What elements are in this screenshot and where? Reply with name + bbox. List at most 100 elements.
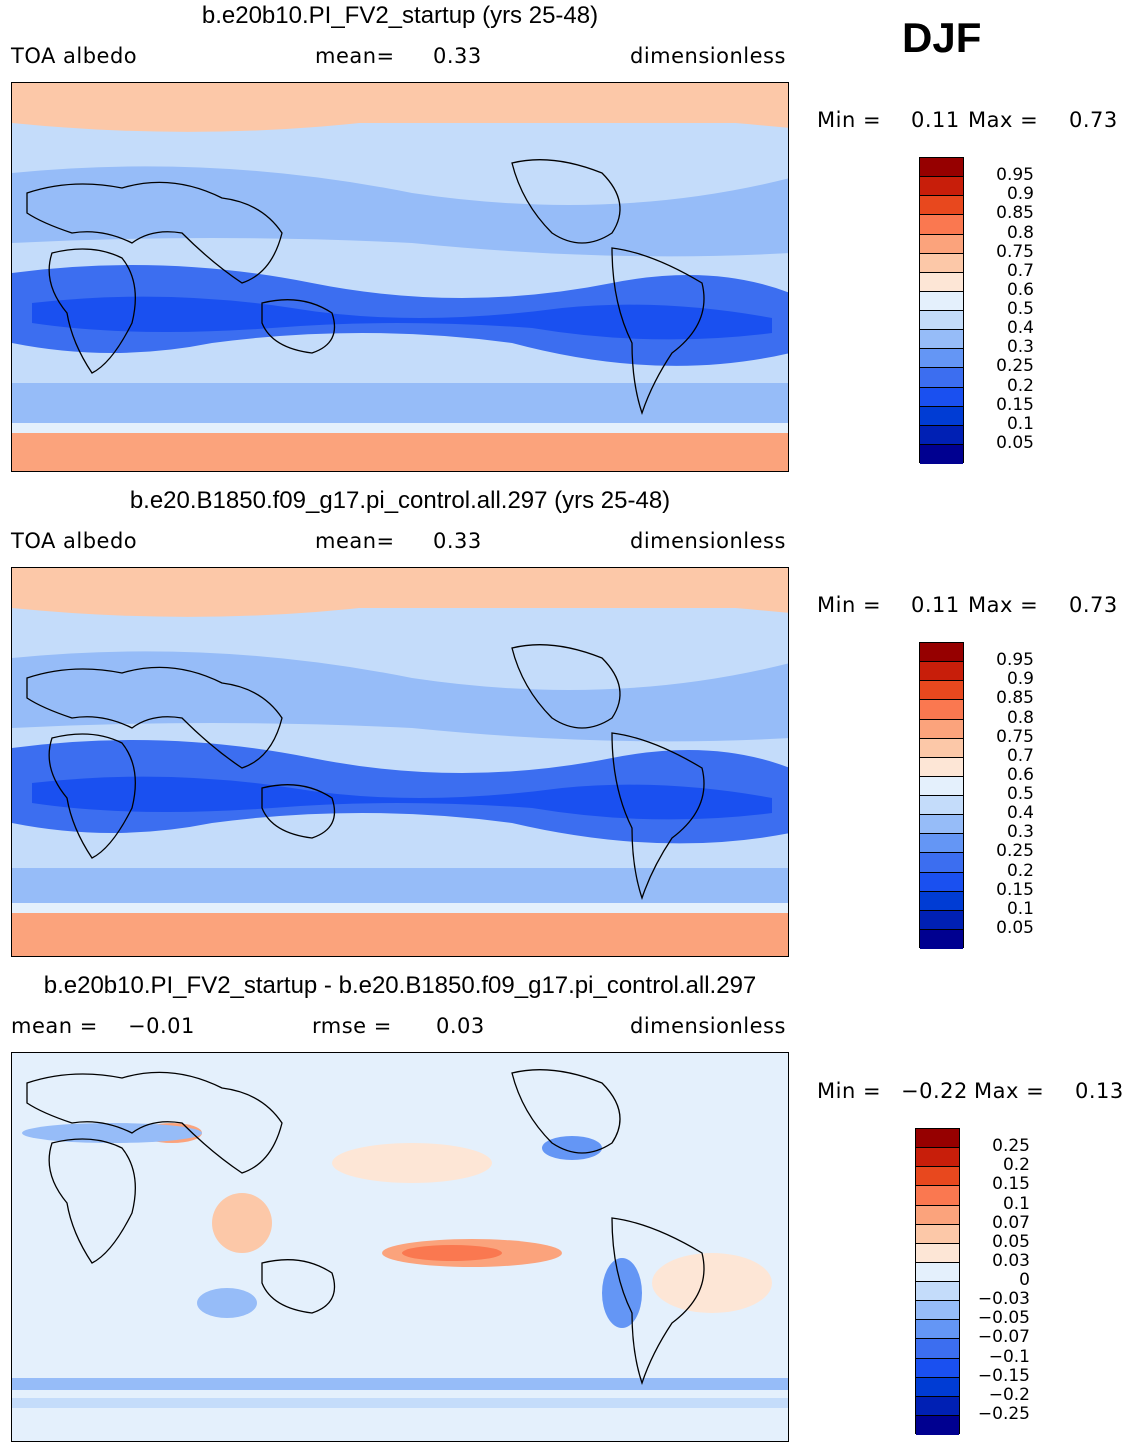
colorbar-swatch (920, 368, 963, 388)
itcz-core (32, 296, 772, 340)
colorbar-swatch (920, 196, 963, 216)
colorbar-swatch (920, 349, 963, 369)
panel-3-map (11, 1052, 789, 1442)
colorbar-swatch (920, 929, 963, 949)
colorbar-swatch (920, 272, 963, 292)
southern-ocean-negative-band (12, 1378, 788, 1390)
colorbar-tick-label: 0.95 (996, 165, 1034, 186)
colorbar-tick-label: 0.2 (1002, 1155, 1030, 1176)
coastlines (26, 644, 705, 901)
colorbar-swatch (920, 776, 963, 796)
panel-3-mean-value: −0.01 (128, 1014, 195, 1038)
colorbar-tick-label: 0.8 (1006, 222, 1034, 243)
panel-1-units: dimensionless (630, 44, 786, 68)
panel-2-map (11, 567, 789, 957)
itcz-core (32, 776, 772, 820)
colorbar-tick-label: 0.5 (1006, 299, 1034, 319)
colorbar-tick-label: −0.25 (977, 1403, 1030, 1424)
colorbar-swatch (916, 1224, 959, 1244)
panel-1-max-value: 0.73 (1069, 108, 1118, 132)
colorbar-swatch (920, 815, 963, 835)
panel-2-map-svg (12, 568, 788, 956)
panel-2-title: b.e20.B1850.f09_g17.pi_control.all.297 (… (129, 487, 671, 514)
colorbar-tick-label: 0.9 (1006, 184, 1034, 205)
colorbar-tick-label: 0.1 (1006, 898, 1034, 919)
colorbar-swatch (916, 1205, 959, 1225)
panel-1-map-svg (12, 83, 788, 471)
panel-3-units: dimensionless (630, 1014, 786, 1038)
colorbar-tick-label: −0.1 (988, 1346, 1030, 1367)
panel-2-min-value: 0.11 (911, 593, 960, 617)
colorbar-tick-label: 0.25 (996, 841, 1034, 862)
antarctic-band (12, 913, 788, 956)
north-america-negative-anomaly (542, 1136, 602, 1160)
colorbar-tick-label: 0.4 (1006, 318, 1034, 339)
panel-3-min-label: Min = (817, 1079, 882, 1103)
colorbar-swatch (916, 1129, 959, 1149)
colorbar-tick-label: 0.07 (992, 1212, 1030, 1233)
colorbar-tick-label: 0.2 (1006, 860, 1034, 881)
colorbar-tick-label: 0.75 (996, 241, 1034, 262)
panel-2-colorbar (919, 642, 964, 949)
colorbar-swatch (920, 681, 963, 701)
southern-ocean-band (12, 383, 788, 423)
colorbar-swatch (916, 1186, 959, 1206)
colorbar-tick-label: 0.8 (1006, 707, 1034, 728)
colorbar-swatch (920, 853, 963, 873)
antarctic-band (12, 433, 788, 471)
colorbar-swatch (916, 1339, 959, 1359)
panel-2-variable: TOA albedo (11, 529, 138, 553)
colorbar-tick-label: 0.75 (996, 726, 1034, 747)
panel-3-map-svg (12, 1053, 788, 1441)
panel-1-colorbar (919, 157, 964, 464)
panel-1-min-value: 0.11 (911, 108, 960, 132)
panel-3-rmse-value: 0.03 (436, 1014, 485, 1038)
panel-3-colorbar (915, 1128, 960, 1435)
colorbar-tick-label: 0.6 (1006, 764, 1034, 785)
colorbar-tick-label: 0.05 (996, 432, 1034, 453)
colorbar-tick-label: 0.5 (1006, 784, 1034, 804)
colorbar-swatch (916, 1167, 959, 1187)
enso-core-anomaly (402, 1245, 502, 1261)
panel-2-units: dimensionless (630, 529, 786, 553)
colorbar-swatch (920, 662, 963, 682)
colorbar-tick-label: 0.03 (992, 1250, 1030, 1271)
colorbar-swatch (920, 738, 963, 758)
colorbar-tick-label: 0.7 (1006, 745, 1034, 766)
colorbar-tick-label: 0.3 (1006, 337, 1034, 358)
north-pacific-anomaly (332, 1143, 492, 1183)
colorbar-swatch (916, 1282, 959, 1302)
colorbar-tick-label: −0.07 (977, 1327, 1030, 1348)
colorbar-swatch (916, 1415, 959, 1435)
colorbar-swatch (920, 757, 963, 777)
colorbar-tick-label: −0.2 (988, 1384, 1030, 1405)
colorbar-swatch (920, 234, 963, 254)
colorbar-tick-label: 0.25 (992, 1136, 1030, 1157)
colorbar-swatch (920, 311, 963, 331)
coastlines (26, 1069, 705, 1386)
maritime-continent-anomaly (212, 1193, 272, 1253)
eurasia-negative-anomaly (22, 1123, 202, 1143)
colorbar-tick-label: 0.05 (996, 917, 1034, 938)
colorbar-swatch (920, 796, 963, 816)
colorbar-swatch (916, 1377, 959, 1397)
panel-3-min-value: −0.22 (901, 1079, 968, 1103)
colorbar-swatch (920, 444, 963, 464)
colorbar-tick-label: 0.95 (996, 650, 1034, 671)
colorbar-tick-label: 0.3 (1006, 822, 1034, 843)
colorbar-swatch (920, 891, 963, 911)
colorbar-tick-label: 0.1 (1002, 1193, 1030, 1214)
colorbar-tick-label: 0.9 (1006, 669, 1034, 690)
colorbar-swatch (916, 1320, 959, 1340)
colorbar-swatch (920, 872, 963, 892)
colorbar-tick-label: −0.15 (977, 1365, 1030, 1386)
colorbar-tick-label: 0.25 (996, 356, 1034, 377)
colorbar-swatch (916, 1262, 959, 1282)
panel-3-rmse-label: rmse = (312, 1014, 392, 1038)
panel-3-mean-label: mean = (11, 1014, 98, 1038)
andes-negative-anomaly (602, 1258, 642, 1328)
colorbar-tick-label: 0.85 (996, 203, 1034, 224)
colorbar-swatch (916, 1396, 959, 1416)
panel-3-max-value: 0.13 (1075, 1079, 1124, 1103)
colorbar-tick-label: 0.6 (1006, 279, 1034, 300)
